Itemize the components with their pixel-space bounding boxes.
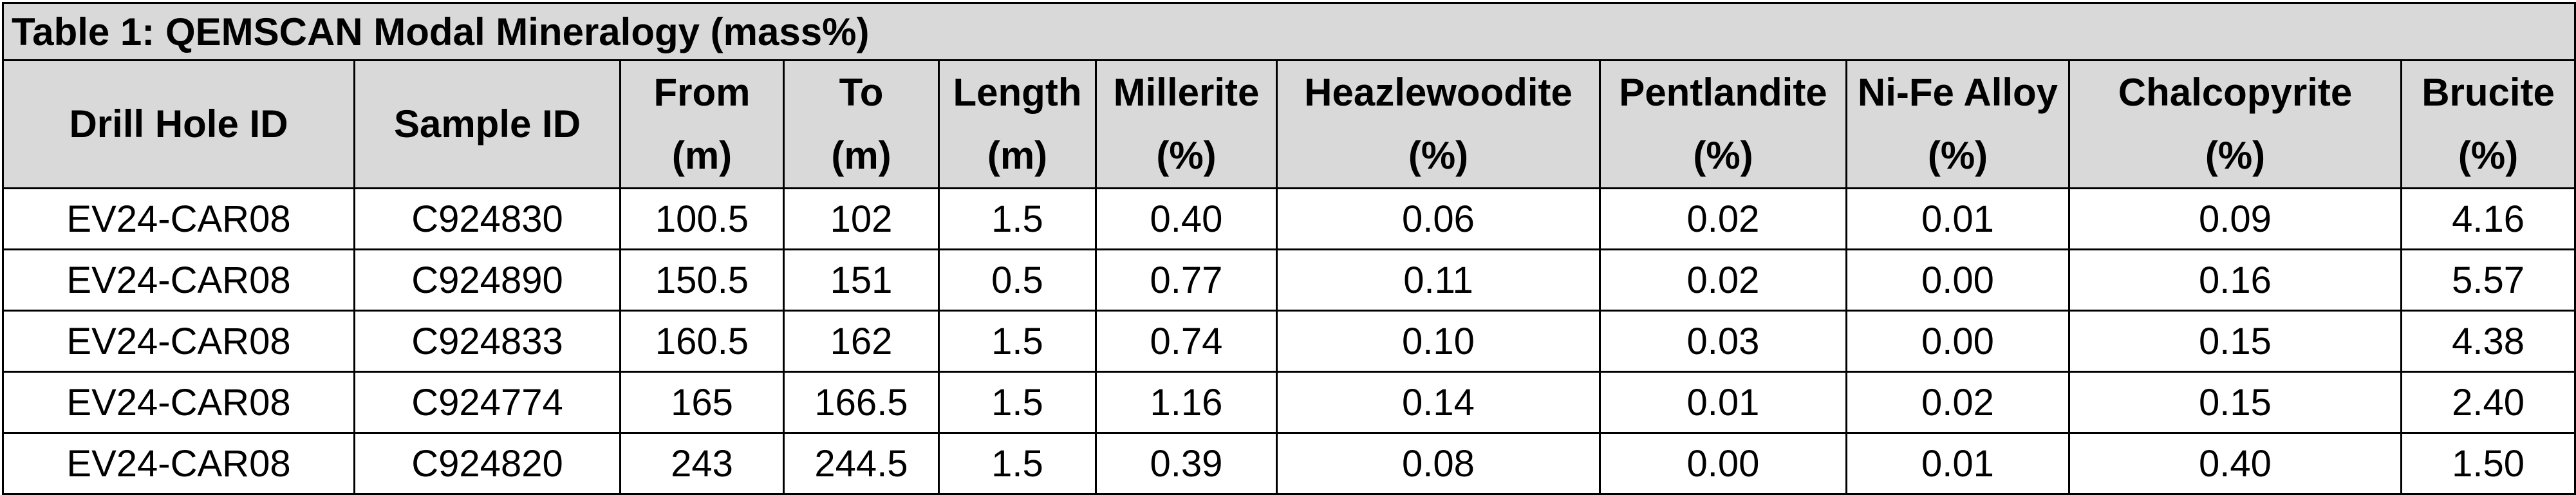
table-body: EV24-CAR08 C924830 100.5 102 1.5 0.40 0.06 0.02… (2, 187, 2576, 495)
cell-millerite: 0.74 (1095, 310, 1278, 373)
cell-length: 1.5 (938, 310, 1097, 373)
column-header-to: To (m) (783, 59, 940, 189)
column-header-sample-id: Sample ID (353, 59, 621, 189)
column-header-length-line: Length (953, 71, 1082, 114)
column-header-drill-hole-id-line: Drill Hole ID (69, 102, 288, 145)
cell-to: 151 (783, 248, 940, 312)
column-header-from-line: From (653, 71, 751, 114)
cell-pentlandite: 0.01 (1599, 371, 1847, 434)
column-header-length: Length (m) (938, 59, 1097, 189)
cell-length: 1.5 (938, 432, 1097, 495)
column-header-heazlewoodite-line: Heazlewoodite (1304, 71, 1573, 114)
cell-chalcopyrite: 0.15 (2068, 371, 2402, 434)
cell-heazlewoodite: 0.08 (1276, 432, 1601, 495)
cell-millerite: 0.40 (1095, 187, 1278, 250)
cell-brucite: 5.57 (2400, 248, 2576, 312)
cell-brucite: 4.16 (2400, 187, 2576, 250)
column-header-brucite-line: (%) (2458, 134, 2519, 177)
cell-chalcopyrite: 0.16 (2068, 248, 2402, 312)
column-header-ni-fe-alloy-line: (%) (1927, 134, 1988, 177)
cell-ni-fe-alloy: 0.02 (1845, 371, 2070, 434)
cell-heazlewoodite: 0.11 (1276, 248, 1601, 312)
column-header-pentlandite-line: (%) (1693, 134, 1753, 177)
cell-chalcopyrite: 0.40 (2068, 432, 2402, 495)
cell-sample-id: C924890 (353, 248, 621, 312)
cell-pentlandite: 0.02 (1599, 248, 1847, 312)
cell-heazlewoodite: 0.14 (1276, 371, 1601, 434)
column-header-heazlewoodite-line: (%) (1408, 134, 1469, 177)
cell-sample-id: C924774 (353, 371, 621, 434)
cell-drill-hole-id: EV24-CAR08 (2, 187, 355, 250)
cell-pentlandite: 0.02 (1599, 187, 1847, 250)
cell-drill-hole-id: EV24-CAR08 (2, 248, 355, 312)
table-title: Table 1: QEMSCAN Modal Mineralogy (mass%… (1, 2, 2576, 61)
cell-pentlandite: 0.00 (1599, 432, 1847, 495)
cell-from: 165 (619, 371, 785, 434)
column-header-pentlandite-line: Pentlandite (1619, 71, 1827, 114)
table-row: EV24-CAR08 C924890 150.5 151 0.5 0.77 0.11 0.02… (2, 248, 2576, 312)
column-header-length-line: (m) (987, 134, 1048, 177)
cell-drill-hole-id: EV24-CAR08 (2, 432, 355, 495)
cell-to: 162 (783, 310, 940, 373)
cell-length: 0.5 (938, 248, 1097, 312)
cell-pentlandite: 0.03 (1599, 310, 1847, 373)
cell-to: 244.5 (783, 432, 940, 495)
cell-millerite: 0.77 (1095, 248, 1278, 312)
cell-to: 166.5 (783, 371, 940, 434)
column-header-millerite-line: Millerite (1113, 71, 1260, 114)
column-header-heazlewoodite: Heazlewoodite (%) (1276, 59, 1601, 189)
cell-brucite: 1.50 (2400, 432, 2576, 495)
column-header-to-line: To (839, 71, 884, 114)
cell-from: 150.5 (619, 248, 785, 312)
table-row: EV24-CAR08 C924774 165 166.5 1.5 1.16 0.14 0.01… (2, 371, 2576, 434)
column-header-brucite-line: Brucite (2422, 71, 2555, 114)
cell-from: 243 (619, 432, 785, 495)
column-header-sample-id-line: Sample ID (393, 102, 581, 145)
cell-heazlewoodite: 0.06 (1276, 187, 1601, 250)
cell-ni-fe-alloy: 0.01 (1845, 187, 2070, 250)
header-row: Drill Hole ID Sample ID From (m) To (m) Length… (2, 59, 2576, 189)
cell-length: 1.5 (938, 187, 1097, 250)
cell-ni-fe-alloy: 0.00 (1845, 248, 2070, 312)
cell-ni-fe-alloy: 0.01 (1845, 432, 2070, 495)
cell-chalcopyrite: 0.09 (2068, 187, 2402, 250)
cell-chalcopyrite: 0.15 (2068, 310, 2402, 373)
column-header-brucite: Brucite (%) (2400, 59, 2576, 189)
cell-drill-hole-id: EV24-CAR08 (2, 371, 355, 434)
column-header-from: From (m) (619, 59, 785, 189)
column-header-ni-fe-alloy-line: Ni-Fe Alloy (1857, 71, 2058, 114)
cell-sample-id: C924820 (353, 432, 621, 495)
cell-millerite: 1.16 (1095, 371, 1278, 434)
cell-from: 160.5 (619, 310, 785, 373)
column-header-from-line: (m) (671, 134, 733, 177)
cell-from: 100.5 (619, 187, 785, 250)
column-header-chalcopyrite-line: (%) (2205, 134, 2266, 177)
column-header-ni-fe-alloy: Ni-Fe Alloy (%) (1845, 59, 2070, 189)
column-header-chalcopyrite-line: Chalcopyrite (2118, 71, 2353, 114)
table-row: EV24-CAR08 C924820 243 244.5 1.5 0.39 0.08 0.00… (2, 432, 2576, 495)
cell-brucite: 2.40 (2400, 371, 2576, 434)
column-header-drill-hole-id: Drill Hole ID (2, 59, 355, 189)
cell-drill-hole-id: EV24-CAR08 (2, 310, 355, 373)
cell-to: 102 (783, 187, 940, 250)
column-header-chalcopyrite: Chalcopyrite (%) (2068, 59, 2402, 189)
table-row: EV24-CAR08 C924833 160.5 162 1.5 0.74 0.10 0.03… (2, 310, 2576, 373)
cell-heazlewoodite: 0.10 (1276, 310, 1601, 373)
cell-sample-id: C924833 (353, 310, 621, 373)
cell-sample-id: C924830 (353, 187, 621, 250)
cell-brucite: 4.38 (2400, 310, 2576, 373)
column-header-millerite-line: (%) (1156, 134, 1217, 177)
column-header-to-line: (m) (831, 134, 891, 177)
cell-millerite: 0.39 (1095, 432, 1278, 495)
cell-ni-fe-alloy: 0.00 (1845, 310, 2070, 373)
table-row: EV24-CAR08 C924830 100.5 102 1.5 0.40 0.06 0.02… (2, 187, 2576, 250)
column-header-pentlandite: Pentlandite (%) (1599, 59, 1847, 189)
column-header-millerite: Millerite (%) (1095, 59, 1278, 189)
cell-length: 1.5 (938, 371, 1097, 434)
